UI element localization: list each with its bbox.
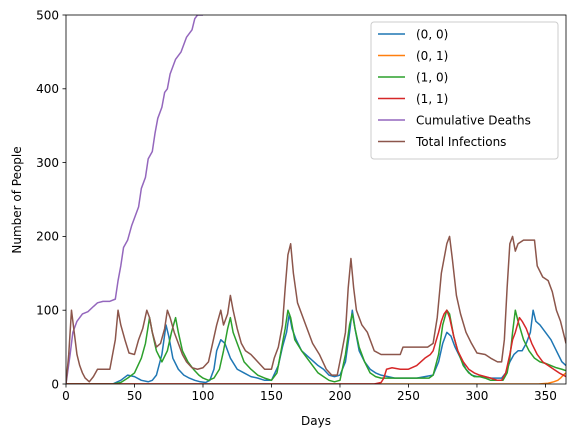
series-line-5 <box>66 235 566 384</box>
series-line-4 <box>66 15 203 384</box>
legend-label: Cumulative Deaths <box>416 113 531 127</box>
y-tick-label: 100 <box>36 304 59 318</box>
legend-box <box>370 21 559 160</box>
x-tick-label: 250 <box>397 389 420 403</box>
series-lines <box>66 15 566 384</box>
series-line-3 <box>66 309 566 384</box>
legend-label: (0, 0) <box>416 27 448 41</box>
x-tick-label: 100 <box>192 389 215 403</box>
axes-group: 0 50 100 150 200 250 300 350 0 100 200 300 400 500 <box>36 8 567 403</box>
y-tick-label: 200 <box>36 230 59 244</box>
x-tick-label: 200 <box>329 389 352 403</box>
legend: (0, 0) (0, 1) (1, 0) (1, 1) Cumulative Death… <box>370 21 559 160</box>
y-tick-label: 0 <box>51 377 59 391</box>
legend-label: (1, 0) <box>416 70 448 84</box>
x-tick-label: 0 <box>62 389 70 403</box>
x-tick-label: 300 <box>466 389 489 403</box>
legend-label: Total Infections <box>415 135 506 149</box>
y-tick-label: 300 <box>36 156 59 170</box>
axes-frame <box>65 14 567 385</box>
x-tick-label: 50 <box>127 389 142 403</box>
x-tick-label: 350 <box>534 389 557 403</box>
legend-label: (0, 1) <box>416 49 448 63</box>
x-tick-label: 150 <box>260 389 283 403</box>
legend-label: (1, 1) <box>416 92 448 106</box>
x-axis-label: Days <box>301 414 331 428</box>
y-tick-label: 400 <box>36 82 59 96</box>
y-tick-label: 500 <box>36 8 59 22</box>
y-axis-label: Number of People <box>10 146 24 253</box>
series-line-1 <box>66 372 566 384</box>
